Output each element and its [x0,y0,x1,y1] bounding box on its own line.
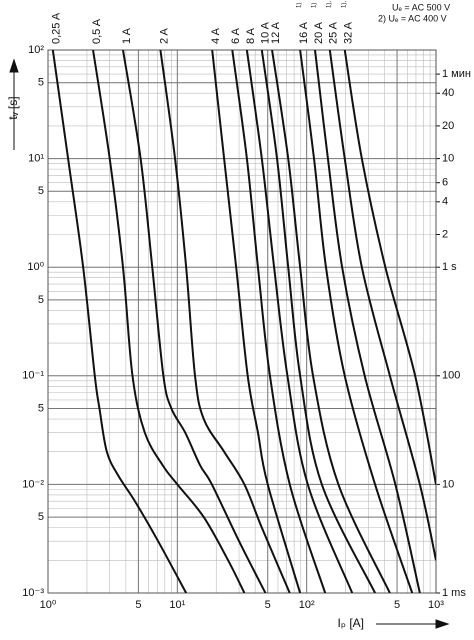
fuse-curve [328,50,436,561]
y-tick-label: 10⁻¹ [22,370,44,382]
curve-label: 8 A [245,27,257,44]
y2-tick-label: 10 [442,153,454,165]
axis-arrows [9,58,450,629]
y-tick-label: 5 [38,294,44,306]
curve-label: 4 A [210,27,222,44]
y2-tick-label: 4 [442,196,448,208]
y2-tick-label: 6 [442,177,448,189]
x-tick-label: 10⁰ [40,599,57,611]
fuse-curve [92,50,246,593]
y-tick-label: 10⁰ [27,261,44,273]
fuse-curve [159,50,291,593]
curve-note: 1) [312,3,318,8]
curve-label: 10 A [260,21,272,44]
y-tick-label: 5 [38,511,44,523]
y2-tick-label: 10 [442,478,454,490]
plot-frame [47,49,437,594]
curve-note: 1), 2) [341,0,347,8]
fuse-curve [51,50,188,593]
y2-tick-label: 1 ms [442,587,466,599]
curve-label: 32 A [343,21,355,44]
curve-label: 1 A [121,27,133,44]
y2-tick-label: 2 [442,228,448,240]
x-tick-label: 10¹ [169,599,185,611]
curve-note: 1), 2) [326,0,332,8]
y-tick-label: 5 [38,185,44,197]
y2-tick-label: 100 [442,370,460,382]
fuse-curve [343,50,436,485]
curve-label: 20 A [313,21,325,44]
fuse-curve [245,50,354,593]
curve-note: 1) [297,3,303,8]
fuse-curve [211,50,302,593]
y-arrow-head [9,58,19,73]
curve-label: 25 A [328,21,340,44]
fuse-curve [260,50,376,593]
note: 2) Uₑ = AC 400 V [378,13,447,23]
fuse-curve [271,50,391,593]
x-tick-label: 5 [394,599,400,611]
curve-label: 2 A [158,27,170,44]
y-tick-label: 5 [38,402,44,414]
fuse-curve [231,50,327,593]
fuse-curve [121,50,267,593]
curve-label: 0,25 A [51,12,63,44]
y-tick-label: 10⁻³ [22,587,44,599]
curve-label: 6 A [230,27,242,44]
x-axis-label: Iₚ [A] [338,616,364,630]
x-tick-label: 5 [135,599,141,611]
y2-tick-label: 20 [442,120,454,132]
y2-tick-label: 40 [442,87,454,99]
y-tick-label: 10¹ [28,153,44,165]
x-arrow-head [435,619,450,629]
y2-tick-label: 1 мин [442,68,471,80]
x-tick-label: 10² [299,599,315,611]
curve-label: 0,5 A [91,18,103,44]
x-tick-label: 10³ [428,599,444,611]
note: Uₑ = AC 500 V [392,2,450,12]
y-tick-label: 5 [38,77,44,89]
y-axis-label: tᵥ [s] [6,96,20,119]
y2-tick-label: 1 s [442,261,457,273]
x-tick-label: 5 [265,599,271,611]
y-tick-label: 10⁻² [22,478,44,490]
fuse-curve [314,50,421,593]
fuse-curve [299,50,414,593]
curve-label: 16 A [298,21,310,44]
y-tick-label: 10² [28,44,44,56]
curves [51,50,436,593]
curve-label: 12 A [270,21,282,44]
